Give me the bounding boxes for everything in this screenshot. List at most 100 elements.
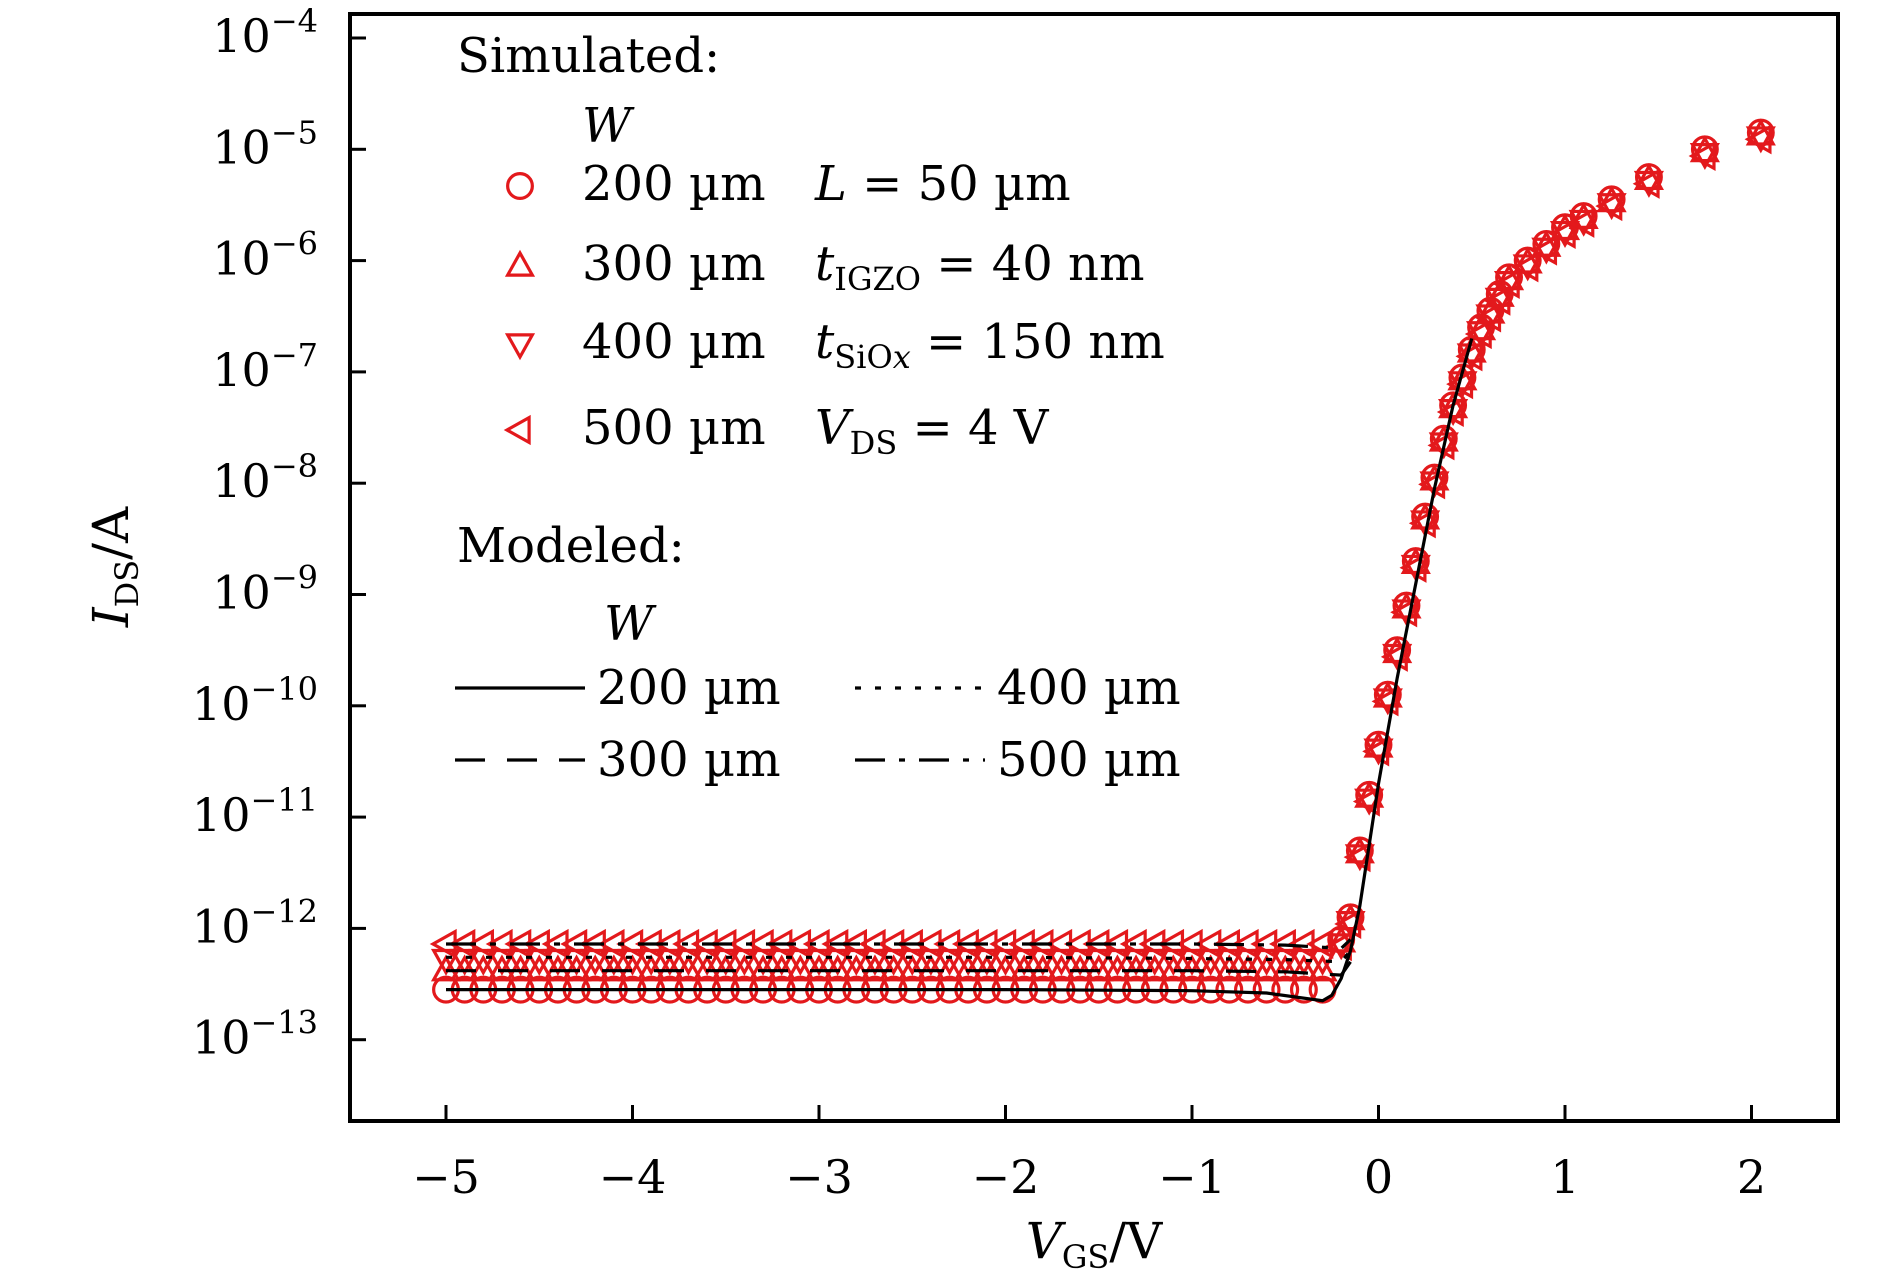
data-point xyxy=(1475,304,1506,332)
data-point xyxy=(1391,599,1422,627)
data-point xyxy=(729,954,760,982)
data-point xyxy=(1326,933,1357,961)
data-point xyxy=(1343,842,1371,873)
model-line-4 xyxy=(446,938,1352,951)
legend-condition: L = 50 µm xyxy=(814,156,1071,212)
data-point xyxy=(1688,140,1716,172)
data-point xyxy=(858,928,886,960)
data-point xyxy=(1493,271,1525,299)
legend-model-label: 300 µm xyxy=(597,732,781,788)
data-point xyxy=(541,928,569,960)
sim-series-4 xyxy=(429,124,1772,962)
data-point xyxy=(505,954,536,982)
data-point xyxy=(840,928,868,960)
data-point xyxy=(598,954,629,982)
data-point xyxy=(766,954,797,982)
data-point xyxy=(784,928,812,960)
data-point xyxy=(1288,954,1319,982)
data-point xyxy=(1176,954,1208,982)
data-point xyxy=(1568,202,1599,230)
data-point xyxy=(578,928,606,960)
data-point xyxy=(1083,954,1114,982)
data-point xyxy=(1233,975,1262,1004)
data-point xyxy=(747,954,779,982)
legend-condition: VDS = 4 V xyxy=(815,400,1050,462)
sim-series-2 xyxy=(430,118,1776,982)
y-tick-label: 10−6 xyxy=(212,225,318,286)
data-point xyxy=(522,928,550,960)
data-point xyxy=(1065,954,1096,982)
data-point xyxy=(934,954,965,982)
data-point xyxy=(672,928,700,960)
y-tick-label: 10−11 xyxy=(192,781,318,842)
data-point xyxy=(1632,168,1660,199)
data-point xyxy=(1438,391,1469,419)
legend-model-label: 400 µm xyxy=(997,660,1181,716)
axes: −5 −4 −3 −2 −1 0 1 2 10−4 10−5 10−6 10−7 10−8 10−9 10−… xyxy=(82,2,1766,1276)
data-point xyxy=(1428,432,1459,460)
data-point xyxy=(1251,954,1282,982)
data-point xyxy=(1633,163,1665,191)
legend-model-label: 500 µm xyxy=(997,732,1181,788)
data-point xyxy=(971,954,1002,982)
legend-modeled-heading: Modeled: xyxy=(457,518,685,574)
data-point xyxy=(822,954,853,982)
data-point xyxy=(561,954,592,982)
data-point xyxy=(1268,928,1296,960)
data-point xyxy=(1287,928,1315,960)
data-point xyxy=(1531,237,1562,265)
data-point xyxy=(542,954,573,982)
y-tick-label: 10−4 xyxy=(212,2,318,63)
legend-modeled-w: W xyxy=(604,596,657,652)
data-point xyxy=(1745,126,1776,154)
data-point xyxy=(1231,928,1259,960)
x-tick-label: 0 xyxy=(1364,1150,1393,1204)
data-point xyxy=(970,928,998,960)
data-point xyxy=(1595,190,1623,222)
x-tick-label: −5 xyxy=(412,1150,480,1204)
y-axis-title: IDS/A xyxy=(82,506,146,628)
data-point xyxy=(1596,185,1627,213)
data-point xyxy=(1548,218,1576,249)
y-tick-label: 10−13 xyxy=(192,1004,318,1065)
model-line-3 xyxy=(446,949,1352,964)
data-point xyxy=(1101,928,1129,960)
y-tick-label: 10−12 xyxy=(192,892,318,953)
data-point xyxy=(1009,954,1040,982)
legend-sim-label: 200 µm xyxy=(582,156,766,212)
data-point xyxy=(1344,836,1375,864)
legend-marker xyxy=(504,333,536,361)
data-point xyxy=(1380,641,1408,672)
data-point xyxy=(1326,925,1357,953)
y-tick-label: 10−5 xyxy=(212,113,318,174)
data-point xyxy=(1549,220,1581,248)
data-point xyxy=(1158,954,1189,982)
data-point xyxy=(617,954,648,982)
model-line-2 xyxy=(446,960,1352,977)
legend-model-label: 200 µm xyxy=(597,660,781,716)
data-point xyxy=(1745,118,1776,146)
data-point xyxy=(859,954,891,982)
data-point xyxy=(841,954,872,982)
data-point xyxy=(1175,928,1203,960)
data-point xyxy=(1456,335,1487,363)
data-point xyxy=(1689,135,1720,163)
data-point xyxy=(1334,908,1362,940)
data-point xyxy=(1568,209,1599,237)
data-point xyxy=(953,954,984,982)
data-point xyxy=(785,954,816,982)
data-point xyxy=(1271,975,1300,1004)
data-point xyxy=(728,928,756,960)
legend-sim-label: 400 µm xyxy=(582,314,766,370)
data-point xyxy=(1399,552,1427,583)
x-tick-label: 2 xyxy=(1737,1150,1766,1204)
data-point xyxy=(1530,235,1558,266)
data-point xyxy=(486,954,518,982)
data-point xyxy=(1120,954,1152,982)
data-point xyxy=(1289,975,1318,1004)
data-point xyxy=(1046,954,1077,982)
data-point xyxy=(1447,363,1478,391)
data-point xyxy=(580,954,611,982)
